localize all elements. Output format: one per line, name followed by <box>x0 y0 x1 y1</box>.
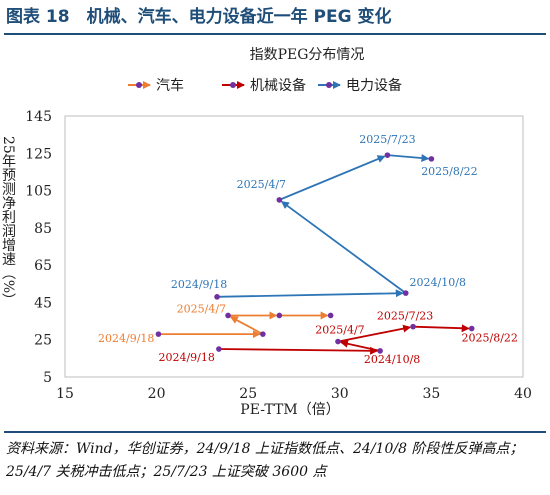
data-point <box>276 197 283 203</box>
x-tick-label: 30 <box>331 386 349 402</box>
x-tick-label: 40 <box>514 386 532 402</box>
series-segment <box>218 346 379 355</box>
point-label: 2024/10/8 <box>410 276 466 289</box>
point-label: 2025/4/7 <box>237 178 286 191</box>
series-机械设备 <box>216 323 475 355</box>
series-汽车 <box>155 311 334 339</box>
legend-item: 电力设备 <box>318 77 402 94</box>
source-note: 资料来源：Wind，华创证券，24/9/18 上证指数低点、24/10/8 阶段… <box>6 441 524 480</box>
legend-label: 机械设备 <box>250 77 306 94</box>
series-segment <box>387 154 430 163</box>
chart-title: 指数PEG分布情况 <box>250 47 365 63</box>
plot-area <box>64 115 524 378</box>
series-segment <box>337 324 412 343</box>
y-tick-label: 125 <box>25 146 52 162</box>
source-rule <box>4 431 546 433</box>
point-label: 2024/9/18 <box>158 351 214 364</box>
legend-item: 汽车 <box>128 77 184 94</box>
point-label: 2024/10/8 <box>364 353 420 366</box>
peg-chart: 指数PEG分布情况 汽车 机械设备 电力设备 15 20 25 30 35 40 5 25 45 6… <box>0 47 532 418</box>
x-axis: 15 20 25 30 35 40 <box>56 386 532 402</box>
point-label: 2024/9/18 <box>171 278 227 291</box>
data-point <box>155 331 162 337</box>
y-tick-label: 145 <box>25 109 52 125</box>
data-point <box>468 325 475 332</box>
x-tick-label: 25 <box>239 386 257 402</box>
x-axis-label: PE-TTM（倍） <box>240 402 339 418</box>
x-tick-label: 20 <box>148 386 166 402</box>
series-layer <box>155 152 475 355</box>
data-point <box>402 290 409 296</box>
data-point <box>384 152 391 158</box>
y-tick-label: 25 <box>34 333 52 349</box>
figure-title: 图表 18 机械、汽车、电力设备近一年 PEG 变化 <box>6 7 392 27</box>
x-tick-label: 15 <box>56 386 74 402</box>
y-axis: 5 25 45 65 85 105 125 145 <box>25 109 52 386</box>
point-labels: 2024/9/18 2025/4/7 2024/9/18 2024/10/8 2025/… <box>98 133 518 366</box>
data-point <box>276 312 283 319</box>
series-segment <box>280 200 407 294</box>
data-point <box>335 338 341 345</box>
legend-label: 汽车 <box>156 77 184 94</box>
y-axis-label: 25年预测净利润增速（%） <box>0 136 16 307</box>
y-tick-label: 85 <box>34 221 52 237</box>
data-point <box>214 294 220 300</box>
point-label: 2025/7/23 <box>359 133 415 146</box>
legend: 汽车 机械设备 电力设备 <box>128 77 402 94</box>
point-label: 2024/9/18 <box>98 332 154 345</box>
series-segment <box>217 289 404 298</box>
data-point <box>428 156 435 162</box>
y-tick-label: 45 <box>34 295 52 311</box>
series-segment <box>278 155 386 201</box>
legend-marker <box>230 82 236 88</box>
point-label: 2025/4/7 <box>315 324 364 337</box>
point-label: 2025/8/22 <box>462 332 518 345</box>
series-segment <box>413 324 470 333</box>
y-tick-label: 105 <box>25 184 52 200</box>
title-rule <box>4 33 546 35</box>
data-point <box>216 346 222 352</box>
y-tick-label: 5 <box>43 370 52 386</box>
point-label: 2025/7/23 <box>377 310 433 323</box>
data-point <box>410 323 416 330</box>
point-label: 2025/8/22 <box>421 165 477 178</box>
series-segment <box>229 316 264 335</box>
data-point <box>225 312 231 319</box>
y-tick-label: 65 <box>34 258 52 274</box>
legend-marker <box>326 82 332 88</box>
x-tick-label: 35 <box>422 386 440 402</box>
series-segment <box>339 339 381 352</box>
data-point <box>327 312 334 319</box>
data-point <box>260 331 266 337</box>
data-point <box>377 348 383 354</box>
legend-label: 电力设备 <box>346 77 402 94</box>
point-label: 2025/4/7 <box>177 302 226 315</box>
legend-marker <box>136 82 142 88</box>
legend-item: 机械设备 <box>222 77 306 94</box>
series-电力设备 <box>214 152 435 300</box>
